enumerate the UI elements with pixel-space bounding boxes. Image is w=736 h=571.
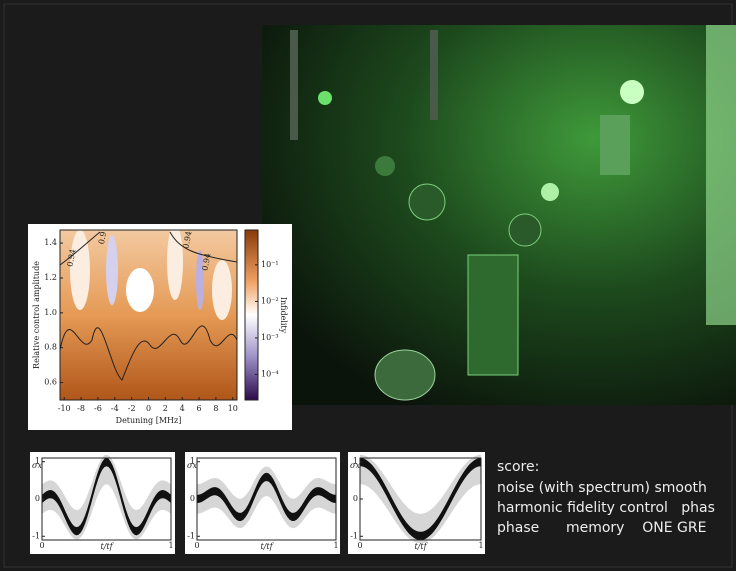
y-tick-label: 0 (190, 494, 195, 503)
curve-band (360, 454, 481, 544)
y-tick-label: 0.6 (44, 378, 57, 387)
contour-label: 0.94 (201, 252, 213, 271)
y-axis-label: Relative control amplitude (32, 261, 41, 369)
colorbar (244, 229, 259, 401)
colorbar-tick-label: 10⁻³ (261, 333, 279, 342)
y-tick-label: 1.4 (44, 238, 57, 247)
contour-label: 0.94 (182, 230, 194, 249)
text-line: harmonic fidelity control phas (497, 500, 715, 516)
x-tick-label: 8 (213, 404, 218, 413)
y-tick-label: -1 (187, 531, 195, 540)
x-tick-label: 0 (39, 541, 44, 550)
y-axis-label: σx (32, 461, 42, 470)
curve-band (197, 472, 336, 522)
x-tick-label: 0 (357, 541, 362, 550)
heatmap-image (60, 230, 237, 400)
contour-label: 0.9 (97, 231, 108, 245)
colorbar-tick-label: 10⁻¹ (261, 260, 279, 269)
colorbar-tick-label: 10⁻⁴ (261, 369, 279, 378)
contour-label: 0.94 (66, 248, 78, 267)
curve-band (42, 454, 171, 540)
y-tick-label: -1 (350, 531, 358, 540)
x-axis-label: Detuning [MHz] (116, 416, 182, 425)
curve-band (360, 458, 481, 540)
x-axis-label: t/tf (414, 542, 428, 551)
x-tick-label: 1 (478, 541, 483, 550)
colorbar-tick-label: 10⁻² (261, 296, 279, 305)
y-tick-label: 1.0 (44, 308, 57, 317)
x-tick-label: -8 (77, 404, 85, 413)
y-tick-label: 1 (190, 457, 195, 466)
x-tick-label: -10 (58, 404, 71, 413)
x-tick-label: 6 (197, 404, 202, 413)
x-tick-label: 10 (228, 404, 238, 413)
x-tick-label: 1 (333, 541, 338, 550)
y-tick-label: -1 (32, 531, 40, 540)
colorbar-label: Infidelity (279, 297, 288, 334)
x-tick-label: -4 (111, 404, 119, 413)
text-line: phase memory ONE GRE (497, 520, 706, 536)
x-axis-label: t/tf (100, 542, 114, 551)
x-tick-label: 4 (180, 404, 185, 413)
text-line: noise (with spectrum) smooth (497, 480, 707, 496)
lab-photo (262, 25, 736, 405)
x-tick-label: 2 (163, 404, 168, 413)
y-tick-label: 1.2 (44, 273, 57, 282)
y-axis-label: σx (350, 461, 360, 470)
y-tick-label: 0 (353, 494, 358, 503)
text-heading: score: (497, 459, 539, 475)
x-tick-label: 0 (194, 541, 199, 550)
x-tick-label: 0 (146, 404, 151, 413)
y-tick-label: 0 (35, 494, 40, 503)
x-tick-label: -6 (94, 404, 102, 413)
x-tick-label: 1 (168, 541, 173, 550)
y-tick-label: 1 (35, 457, 40, 466)
y-tick-label: 0.8 (44, 343, 57, 352)
y-axis-label: σx (187, 461, 197, 470)
y-tick-label: 1 (353, 457, 358, 466)
x-axis-label: t/tf (260, 542, 274, 551)
x-tick-label: -2 (128, 404, 136, 413)
